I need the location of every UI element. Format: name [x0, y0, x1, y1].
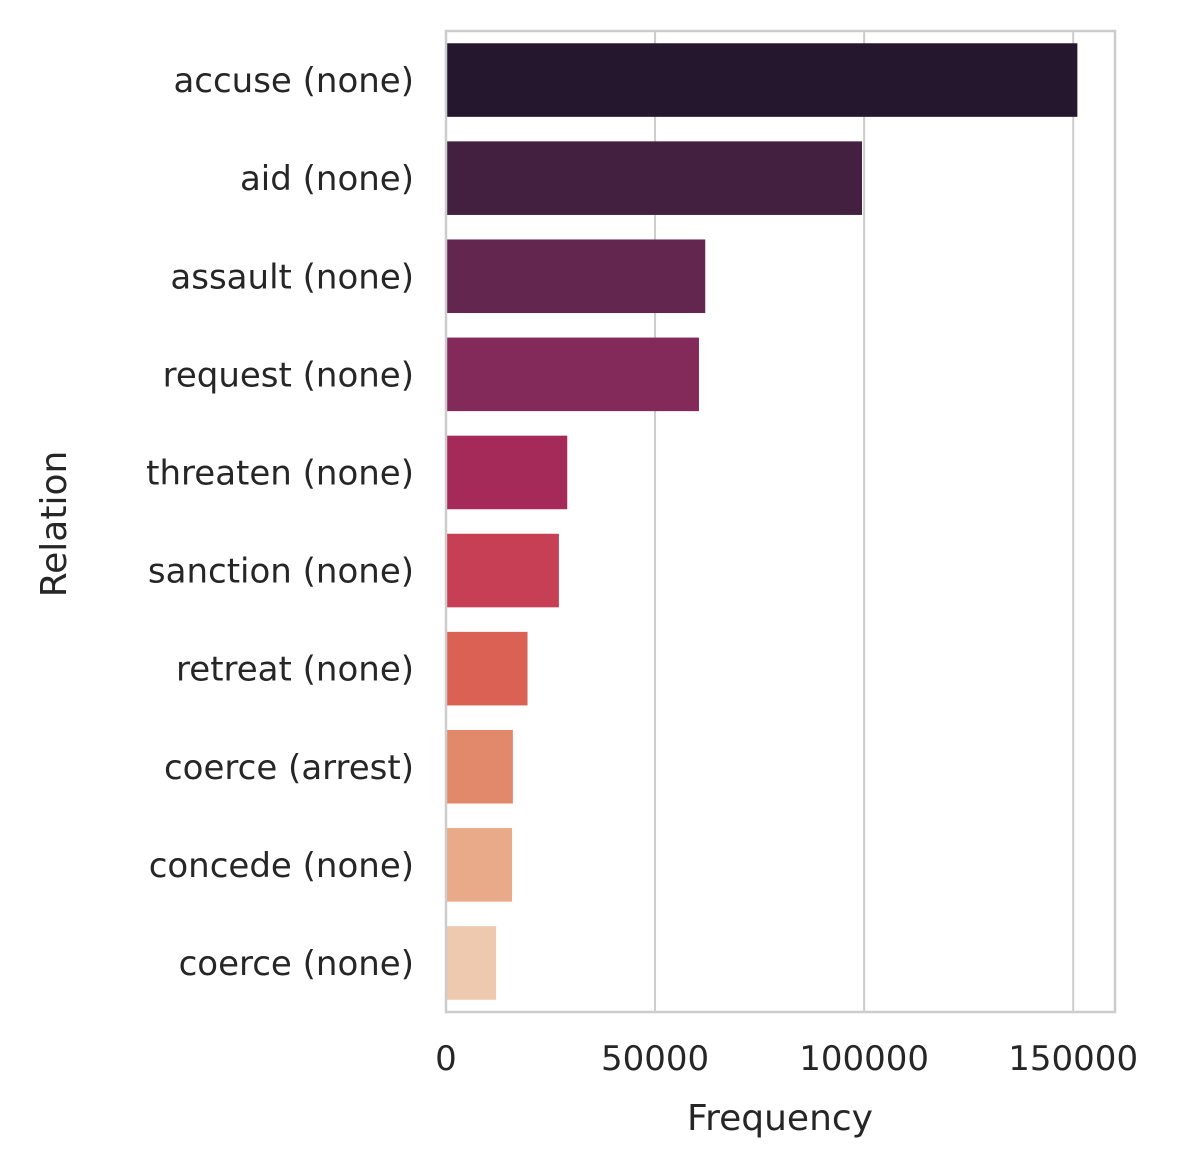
bar	[446, 435, 568, 510]
bar	[446, 141, 863, 215]
category-label: concede (none)	[149, 846, 414, 886]
category-label: request (none)	[163, 355, 414, 395]
category-label: coerce (arrest)	[164, 748, 414, 788]
x-axis-title: Frequency	[687, 1098, 873, 1139]
category-label: aid (none)	[240, 159, 414, 199]
category-label: sanction (none)	[148, 552, 414, 592]
category-labels: accuse (none) aid (none) assault (none) req…	[146, 61, 414, 984]
bar	[446, 828, 513, 902]
x-tick-label: 150000	[1008, 1039, 1138, 1079]
bar	[446, 631, 528, 706]
x-tick-label: 50000	[601, 1039, 709, 1079]
bar	[446, 337, 699, 412]
x-tick-label: 100000	[799, 1039, 929, 1079]
category-label: retreat (none)	[176, 650, 414, 690]
bars-layer	[446, 43, 1078, 1000]
category-label: accuse (none)	[173, 61, 414, 101]
x-tick-labels: 0 50000 100000 150000	[435, 1039, 1138, 1079]
category-label: assault (none)	[170, 257, 414, 297]
bar	[446, 729, 513, 804]
bar	[446, 43, 1078, 117]
category-label: threaten (none)	[146, 453, 414, 493]
category-label: coerce (none)	[179, 944, 414, 984]
plot-frame	[444, 29, 1117, 1014]
y-axis-title: Relation	[34, 451, 75, 598]
bar	[446, 926, 497, 1000]
x-tick-label: 0	[435, 1039, 457, 1079]
bar	[446, 533, 559, 608]
bar	[446, 239, 706, 314]
